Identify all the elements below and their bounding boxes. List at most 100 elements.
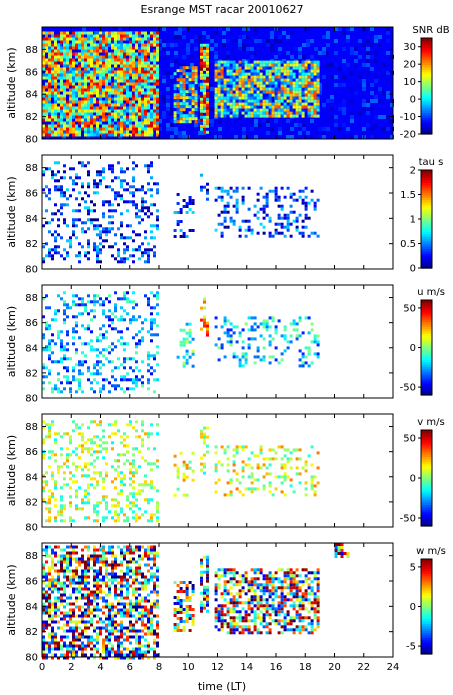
heatmap-cell <box>223 96 227 100</box>
heatmap-cell <box>105 94 108 98</box>
heatmap-cell <box>102 127 105 131</box>
heatmap-cell <box>57 294 60 298</box>
heatmap-cell <box>254 39 258 43</box>
heatmap-cell <box>173 211 177 214</box>
heatmap-cell <box>220 234 224 238</box>
colorbar-segment <box>421 172 432 176</box>
heatmap-cell <box>54 88 57 92</box>
heatmap-cell <box>120 31 123 35</box>
y-tick-label: 86 <box>25 67 38 78</box>
heatmap-cell <box>141 100 144 104</box>
heatmap-cell <box>69 357 72 361</box>
heatmap-cell <box>182 66 186 70</box>
heatmap-cell <box>99 127 102 131</box>
heatmap-cell <box>265 111 269 115</box>
heatmap-cell <box>144 97 147 101</box>
heatmap-cell <box>301 72 305 76</box>
heatmap-cell <box>326 43 330 47</box>
heatmap-cell <box>129 55 132 59</box>
heatmap-cell <box>220 66 224 70</box>
heatmap-cell <box>283 105 287 109</box>
heatmap-cell <box>123 462 126 466</box>
heatmap-cell <box>45 507 48 511</box>
heatmap-cell <box>90 37 93 41</box>
heatmap-cell <box>120 55 123 59</box>
heatmap-cell <box>232 325 236 329</box>
heatmap-cell <box>141 40 144 44</box>
heatmap-cell <box>144 432 147 436</box>
colorbar-tick-label: 10 <box>403 77 416 88</box>
heatmap-cell <box>114 197 117 201</box>
heatmap-cell <box>66 76 69 80</box>
heatmap-cell <box>135 203 138 207</box>
heatmap-cell <box>310 487 314 491</box>
heatmap-cell <box>111 221 114 225</box>
heatmap-cell <box>96 49 99 53</box>
heatmap-cell <box>84 37 87 41</box>
heatmap-cell <box>298 195 302 199</box>
heatmap-cell <box>286 72 290 76</box>
heatmap-cell <box>102 176 105 180</box>
heatmap-cell <box>241 475 245 479</box>
heatmap-cell <box>54 459 57 463</box>
heatmap-cell <box>307 102 311 106</box>
heatmap-cell <box>313 337 317 341</box>
heatmap-cell <box>105 43 108 47</box>
heatmap-cell <box>141 115 144 119</box>
heatmap-cell <box>203 82 206 86</box>
heatmap-cell <box>235 445 239 449</box>
heatmap-cell <box>214 39 218 43</box>
heatmap-cell <box>63 43 66 47</box>
heatmap-cell <box>220 222 224 226</box>
heatmap-cell <box>250 96 254 100</box>
heatmap-cell <box>220 195 224 199</box>
heatmap-cell <box>206 124 209 128</box>
heatmap-cell <box>90 85 93 89</box>
heatmap-cell <box>304 90 308 94</box>
heatmap-cell <box>238 445 242 449</box>
heatmap-cell <box>170 107 174 111</box>
heatmap-cell <box>144 191 147 195</box>
heatmap-cell <box>114 498 117 502</box>
heatmap-cell <box>194 114 198 118</box>
heatmap-cell <box>226 328 230 332</box>
heatmap-cell <box>302 127 306 131</box>
heatmap-cell <box>278 39 282 43</box>
heatmap-cell <box>250 47 254 51</box>
heatmap-cell <box>111 67 114 71</box>
heatmap-cell <box>66 333 69 337</box>
heatmap-cell <box>123 432 126 436</box>
heatmap-cell <box>265 96 269 100</box>
heatmap-cell <box>206 100 209 104</box>
heatmap-cell <box>114 459 117 463</box>
heatmap-cell <box>111 82 114 86</box>
heatmap-cell <box>241 81 245 85</box>
heatmap-cell <box>144 164 147 168</box>
heatmap-cell <box>117 34 120 38</box>
heatmap-cell <box>96 127 99 131</box>
heatmap-cell <box>63 375 66 379</box>
heatmap-cell <box>191 364 195 368</box>
heatmap-cell <box>105 127 108 131</box>
heatmap-cell <box>63 164 66 168</box>
heatmap-cell <box>153 49 156 53</box>
heatmap-cell <box>268 69 272 73</box>
heatmap-cell <box>232 75 236 79</box>
heatmap-cell <box>229 343 233 347</box>
heatmap-cell <box>274 111 278 115</box>
heatmap-cell <box>123 79 126 83</box>
heatmap-cell <box>111 441 114 445</box>
heatmap-cell <box>90 49 93 53</box>
heatmap-cell <box>84 46 87 50</box>
heatmap-cell <box>105 82 108 86</box>
heatmap-cell <box>42 73 45 77</box>
heatmap-cell <box>277 222 281 226</box>
heatmap-cell <box>87 109 90 113</box>
heatmap-cell <box>162 47 166 51</box>
heatmap-cell <box>123 477 126 481</box>
heatmap-cell <box>135 43 138 47</box>
heatmap-cell <box>105 130 108 134</box>
heatmap-cell <box>84 327 87 331</box>
heatmap-cell <box>179 211 183 214</box>
heatmap-cell <box>102 64 105 68</box>
